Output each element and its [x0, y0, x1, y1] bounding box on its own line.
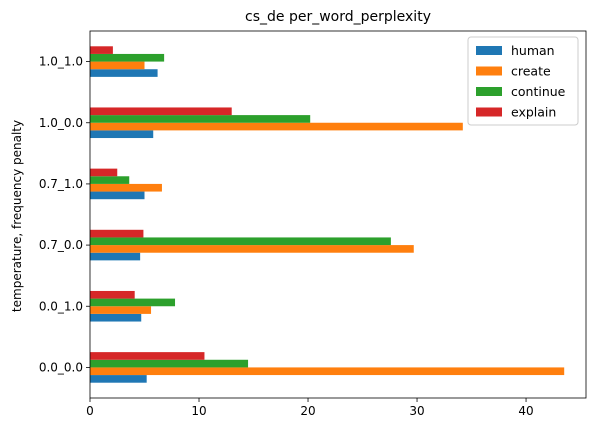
bar-explain-0-0_0-0 — [90, 352, 205, 360]
legend-swatch-human — [476, 46, 502, 55]
y-tick-label: 1.0_0.0 — [39, 116, 83, 130]
axes-group: 0.0_0.0 0.0_1.0 0.7_0.0 0.7_1.0 1.0_0.0 1.0_1… — [39, 30, 587, 418]
x-tick-label: 20 — [300, 404, 315, 418]
legend-swatch-explain — [476, 107, 502, 117]
bar-continue-0-7_0-0 — [90, 237, 391, 246]
legend-swatch-create — [476, 66, 502, 76]
legend-frame — [467, 36, 579, 126]
bar-explain-0-0_1-0 — [90, 290, 135, 299]
x-tick-label: 0 — [86, 404, 94, 418]
bar-human-0-7_0-0 — [90, 252, 141, 261]
bar-continue-0-0_1-0 — [90, 298, 176, 307]
bar-continue-0-0_0-0 — [90, 359, 249, 368]
bar-create-1-0_1-0 — [90, 61, 145, 70]
bar-human-0-0_0-0 — [90, 375, 147, 383]
bar-create-0-7_0-0 — [90, 245, 414, 253]
bar-human-0-0_1-0 — [90, 313, 142, 322]
y-tick-label: 1.0_1.0 — [39, 55, 83, 69]
plot-frame — [89, 30, 587, 399]
y-axis-label: temperature, frequency penalty — [10, 120, 24, 312]
legend-label-human: human — [511, 43, 555, 58]
y-tick-label: 0.0_1.0 — [39, 299, 83, 313]
legend: human create continue explain — [467, 36, 579, 126]
x-tick-label: 40 — [518, 404, 533, 418]
bar-explain-0-7_0-0 — [90, 229, 144, 238]
bar-create-0-7_1-0 — [90, 183, 162, 192]
y-tick-label: 0.0_0.0 — [39, 360, 83, 374]
legend-label-explain: explain — [511, 105, 556, 120]
y-tick-label: 0.7_0.0 — [39, 238, 83, 252]
bar-create-1-0_0-0 — [90, 122, 463, 131]
bar-create-0-0_1-0 — [90, 306, 152, 314]
bar-continue-1-0_0-0 — [90, 115, 311, 123]
legend-label-continue: continue — [511, 84, 566, 99]
legend-label-create: create — [511, 64, 551, 79]
bar-continue-0-7_1-0 — [90, 176, 130, 184]
bar-explain-1-0_1-0 — [90, 46, 113, 54]
bar-continue-1-0_1-0 — [90, 53, 165, 62]
y-tick-label: 0.7_1.0 — [39, 177, 83, 191]
legend-swatch-continue — [476, 87, 502, 96]
bar-explain-0-7_1-0 — [90, 168, 118, 177]
bars-group — [90, 46, 565, 383]
bar-create-0-0_0-0 — [90, 367, 565, 376]
x-tick-label: 10 — [191, 404, 206, 418]
bar-human-1-0_1-0 — [90, 69, 158, 77]
bar-human-1-0_0-0 — [90, 130, 154, 139]
x-tick-label: 30 — [409, 404, 424, 418]
bar-explain-1-0_0-0 — [90, 107, 232, 116]
bar-human-0-7_1-0 — [90, 191, 145, 200]
chart-title: cs_de per_word_perplexity — [245, 9, 431, 25]
